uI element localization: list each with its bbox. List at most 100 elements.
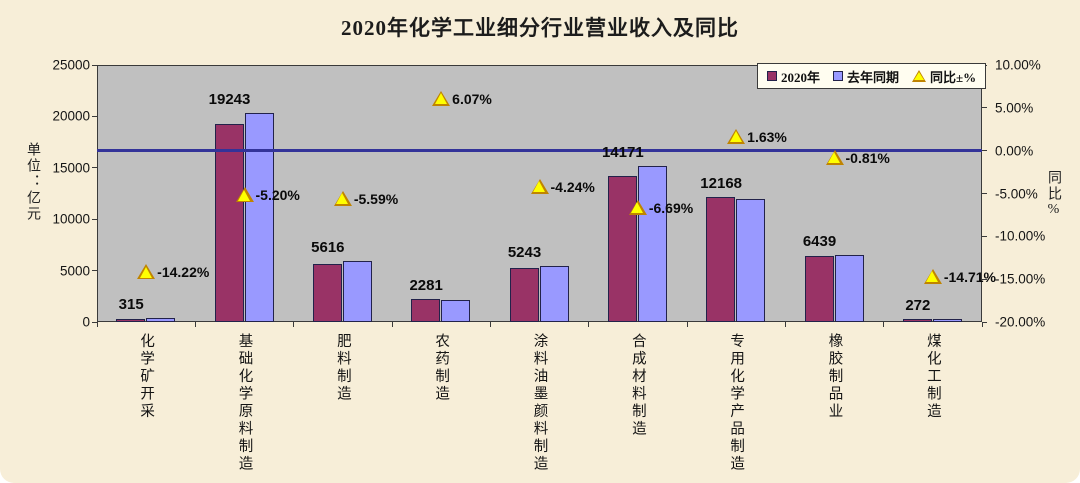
- legend-item-prev-year: 去年同期: [833, 67, 899, 86]
- y-tick-label-left: 25000: [52, 57, 90, 73]
- bar-prev-year: [441, 299, 471, 322]
- yoy-marker-icon: [432, 90, 451, 106]
- y-tick-label-left: 10000: [52, 211, 90, 227]
- x-tick-mark: [588, 322, 590, 327]
- value-label: 2281: [409, 276, 443, 294]
- legend-swatch-2020-icon: [767, 71, 777, 81]
- yoy-marker-icon: [628, 199, 647, 215]
- yoy-label: -4.24%: [550, 178, 595, 195]
- category-label: 涂料油墨颜料制造: [531, 333, 548, 473]
- y-tick-mark-left: [92, 167, 97, 169]
- value-label: 6439: [802, 233, 837, 251]
- yoy-marker-icon: [137, 264, 156, 280]
- bar-2020: [706, 196, 736, 322]
- category-label: 基础化学原料制造: [236, 333, 253, 473]
- bar-prev-year: [834, 255, 864, 322]
- yoy-marker-icon: [923, 268, 942, 284]
- x-tick-mark: [686, 322, 688, 327]
- y-tick-label-right: -15.00%: [995, 271, 1046, 287]
- x-tick-mark: [293, 322, 295, 327]
- category-label: 农药制造: [433, 333, 450, 403]
- yoy-label: -5.20%: [255, 187, 300, 204]
- category-label: 肥料制造: [334, 333, 351, 403]
- yoy-label: -14.71%: [943, 268, 996, 285]
- value-label: 5243: [507, 243, 542, 261]
- legend-label-2020: 2020年: [781, 69, 821, 85]
- value-label: 19243: [208, 91, 251, 109]
- y-tick-label-right: 10.00%: [995, 57, 1041, 73]
- y-tick-label-right: -20.00%: [995, 314, 1046, 330]
- x-tick-mark: [96, 322, 98, 327]
- legend-label-prev-year: 去年同期: [847, 69, 900, 85]
- yoy-marker-icon: [530, 178, 549, 194]
- yoy-marker-icon: [727, 128, 746, 144]
- legend-item-2020: 2020年: [767, 67, 820, 86]
- yoy-marker-icon: [235, 187, 254, 203]
- legend-label-yoy: 同比±%: [930, 69, 977, 85]
- value-label: 5616: [311, 238, 345, 256]
- y-tick-label-right: -10.00%: [995, 228, 1046, 244]
- y-tick-mark-left: [92, 115, 97, 117]
- bar-prev-year: [932, 318, 962, 322]
- bar-2020: [804, 255, 834, 322]
- bar-prev-year: [342, 260, 372, 322]
- bar-2020: [509, 268, 539, 322]
- bar-2020: [607, 176, 637, 322]
- y-tick-mark-left: [92, 64, 97, 66]
- legend: 2020年 去年同期 同比±%: [757, 63, 987, 89]
- yoy-label: -14.22%: [157, 264, 210, 281]
- y-tick-label-left: 20000: [52, 108, 90, 124]
- legend-swatch-prev-year-icon: [833, 71, 844, 81]
- y-tick-mark-right: [982, 150, 987, 152]
- category-label: 橡胶制品业: [826, 333, 843, 421]
- y-tick-mark-right: [982, 235, 987, 237]
- yoy-marker-icon: [825, 149, 844, 165]
- y-tick-label-right: 5.00%: [995, 100, 1034, 116]
- value-label: 12168: [700, 174, 743, 192]
- bar-2020: [214, 124, 244, 322]
- yoy-marker-icon: [333, 190, 352, 206]
- y-tick-mark-right: [982, 193, 987, 194]
- zero-line: [97, 149, 982, 153]
- bar-2020: [411, 298, 441, 322]
- y-tick-label-right: -5.00%: [995, 186, 1038, 201]
- y-tick-mark-left: [92, 218, 97, 220]
- y-tick-label-right: 0.00%: [995, 143, 1034, 159]
- y-tick-label-left: 0: [82, 314, 90, 330]
- chart-title: 2020年化学工业细分行业营业收入及同比: [341, 16, 739, 40]
- bar-prev-year: [244, 113, 274, 322]
- yoy-label: -5.59%: [353, 190, 399, 207]
- yoy-label: -0.81%: [845, 149, 890, 166]
- bar-2020: [312, 264, 342, 322]
- category-label: 煤化工制造: [924, 333, 941, 421]
- bar-prev-year: [539, 265, 569, 322]
- value-label: 315: [118, 296, 144, 314]
- value-label: 272: [905, 296, 931, 314]
- bar-prev-year: [736, 198, 766, 322]
- y-tick-mark-left: [92, 270, 97, 272]
- category-label: 专用化学产品制造: [728, 333, 745, 473]
- yoy-label: -6.69%: [648, 199, 694, 216]
- x-tick-mark: [194, 322, 196, 327]
- y-tick-label-left: 5000: [59, 263, 90, 279]
- legend-marker-yoy-icon: [912, 70, 927, 82]
- yoy-label: 6.07%: [452, 90, 492, 107]
- bar-prev-year: [146, 318, 176, 322]
- category-label: 合成材料制造: [629, 333, 646, 438]
- right-axis-title: 同比%: [1046, 170, 1061, 219]
- y-tick-mark-right: [982, 278, 987, 280]
- x-tick-mark: [784, 322, 786, 327]
- bar-prev-year: [637, 165, 667, 322]
- y-tick-label-left: 15000: [52, 160, 90, 176]
- x-tick-mark: [391, 322, 393, 327]
- left-axis-title: 单位：亿元: [25, 142, 40, 222]
- yoy-label: 1.63%: [747, 128, 787, 145]
- bar-2020: [902, 319, 932, 322]
- x-tick-mark: [489, 322, 491, 327]
- value-label: 14171: [601, 143, 644, 161]
- y-tick-mark-left: [92, 321, 97, 323]
- x-tick-mark: [981, 322, 983, 327]
- y-tick-mark-right: [982, 321, 987, 323]
- x-tick-mark: [883, 322, 885, 327]
